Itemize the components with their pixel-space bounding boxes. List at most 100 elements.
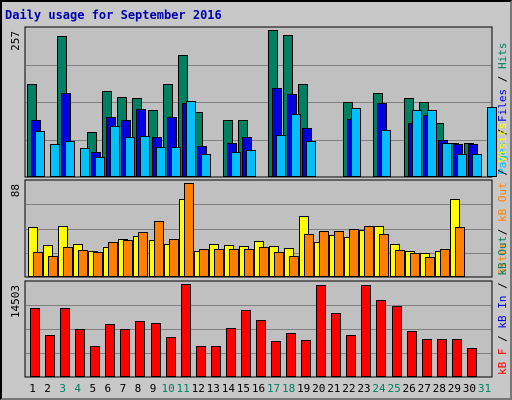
x-tick-label: 8 (135, 382, 142, 395)
x-tick-label: 30 (463, 382, 476, 395)
legend-item: Hits (496, 43, 509, 70)
chart-panels: 257 Pages / Files / Hits 88 Sites / kB Out … (9, 26, 509, 378)
legend-item: kB Out (496, 182, 509, 222)
x-tick-label: 27 (418, 382, 431, 395)
bar-kbytes-day-30 (467, 348, 477, 377)
x-tick-label: 6 (105, 382, 112, 395)
bar-kbytes-day-22 (346, 335, 356, 377)
bar-sites-day-19 (304, 234, 314, 277)
ymax-label-top: 257 (9, 31, 22, 51)
legend-item: / (496, 222, 509, 242)
bar-pages-day-3 (65, 141, 75, 177)
bar-kbytes-day-27 (422, 339, 432, 377)
bar-pages-day-22 (351, 108, 361, 177)
bar-kbytes-day-15 (241, 310, 251, 377)
bar-pages-day-1 (35, 131, 45, 177)
legend-item: / (496, 69, 509, 89)
legend-item: / (496, 122, 509, 142)
bar-sites-day-2 (48, 256, 58, 277)
bar-pages-day-28 (442, 143, 452, 177)
bar-sites-day-17 (274, 252, 284, 277)
bar-sites-day-27 (425, 257, 435, 277)
bar-sites-day-13 (214, 249, 224, 277)
bar-kbytes-day-14 (226, 328, 236, 377)
x-tick-label: 13 (207, 382, 220, 395)
ymax-label-middle: 88 (9, 184, 22, 197)
bar-pages-day-24 (381, 130, 391, 177)
x-axis-labels: 1 2 3 4 5 6 7 8 9 10 11 12 13 14 15 16 17 18 19 20 21 22 23 24 2… (29, 382, 491, 395)
x-tick-label: 28 (433, 382, 446, 395)
x-tick-label: 3 (59, 382, 66, 395)
x-tick-label: 22 (342, 382, 355, 395)
bar-sites-day-9 (154, 221, 164, 277)
legend-item: / (496, 329, 509, 349)
x-tick-label: 25 (387, 382, 400, 395)
bar-sites-day-15 (244, 249, 254, 277)
bar-sites-day-7 (123, 240, 133, 277)
x-tick-label: 16 (252, 382, 265, 395)
bar-sites-day-3 (63, 247, 73, 277)
bar-kbytes-day-18 (286, 333, 296, 377)
bar-kbytes-day-11 (181, 284, 191, 377)
bar-kbytes-day-12 (196, 346, 206, 377)
bar-kbytes-day-21 (331, 313, 341, 377)
legend-item: / (496, 276, 509, 296)
legend-item: Sites (496, 242, 509, 275)
bar-pages-day-12 (201, 154, 211, 177)
bar-pages-day-2 (50, 144, 60, 177)
bar-kbytes-day-7 (120, 329, 130, 377)
bar-sites-day-11 (184, 183, 194, 277)
bar-kbytes-day-6 (105, 324, 115, 377)
bar-kbytes-day-19 (301, 340, 311, 377)
bar-kbytes-day-4 (75, 329, 85, 377)
bar-sites-day-14 (229, 249, 239, 277)
bar-kbytes-day-1 (30, 308, 40, 377)
x-tick-label: 26 (403, 382, 416, 395)
x-tick-label: 10 (161, 382, 174, 395)
bar-sites-day-23 (364, 226, 374, 277)
legend-item: Files (496, 89, 509, 122)
bar-kbytes-day-16 (256, 320, 266, 377)
chart-title: Daily usage for September 2016 (5, 8, 222, 22)
x-tick-label: 24 (372, 382, 386, 395)
bar-kbytes-day-23 (361, 285, 371, 377)
bar-sites-day-22 (349, 229, 359, 277)
bar-pages-day-18 (291, 114, 301, 177)
ymax-label-bottom: 14503 (9, 285, 22, 318)
legend-item: Pages (496, 142, 509, 175)
x-tick-label: 29 (448, 382, 461, 395)
x-tick-label: 31 (478, 382, 491, 395)
x-tick-label: 15 (237, 382, 250, 395)
bar-sites-day-10 (169, 239, 179, 277)
bar-sites-day-6 (108, 242, 118, 277)
bar-kbytes-day-3 (60, 308, 70, 377)
bar-kbytes-day-9 (151, 323, 161, 377)
bar-kbytes-day-10 (166, 337, 176, 377)
legend-item: / (496, 162, 509, 182)
bar-sites-day-26 (410, 253, 420, 277)
bar-kbytes-day-29 (452, 339, 462, 377)
bar-pages-day-27 (427, 110, 437, 177)
bar-sites-day-24 (379, 234, 389, 277)
bar-pages-day-31 (487, 107, 497, 177)
legend-item: kB Out (496, 236, 509, 276)
legend-item: kB F (496, 349, 509, 376)
x-tick-label: 2 (44, 382, 51, 395)
bar-sites-day-20 (319, 231, 329, 277)
bar-pages-day-30 (472, 154, 482, 177)
bar-pages-day-17 (276, 135, 286, 177)
bar-pages-day-19 (306, 141, 316, 177)
bar-sites-day-25 (395, 250, 405, 277)
bar-pages-day-5 (95, 157, 105, 177)
bar-sites-day-16 (259, 247, 269, 277)
bar-kbytes-day-5 (90, 346, 100, 377)
bar-sites-day-12 (199, 249, 209, 277)
x-tick-label: 5 (89, 382, 96, 395)
bar-kbytes-day-26 (407, 331, 417, 377)
legend-middle: Sites / kB Out / Visits (496, 123, 509, 275)
x-tick-label: 17 (267, 382, 280, 395)
bar-pages-day-6 (110, 126, 120, 177)
legend-bottom: kB F / kB In / kB Out (496, 236, 509, 375)
x-tick-label: 11 (177, 382, 190, 395)
x-tick-label: 1 (29, 382, 36, 395)
